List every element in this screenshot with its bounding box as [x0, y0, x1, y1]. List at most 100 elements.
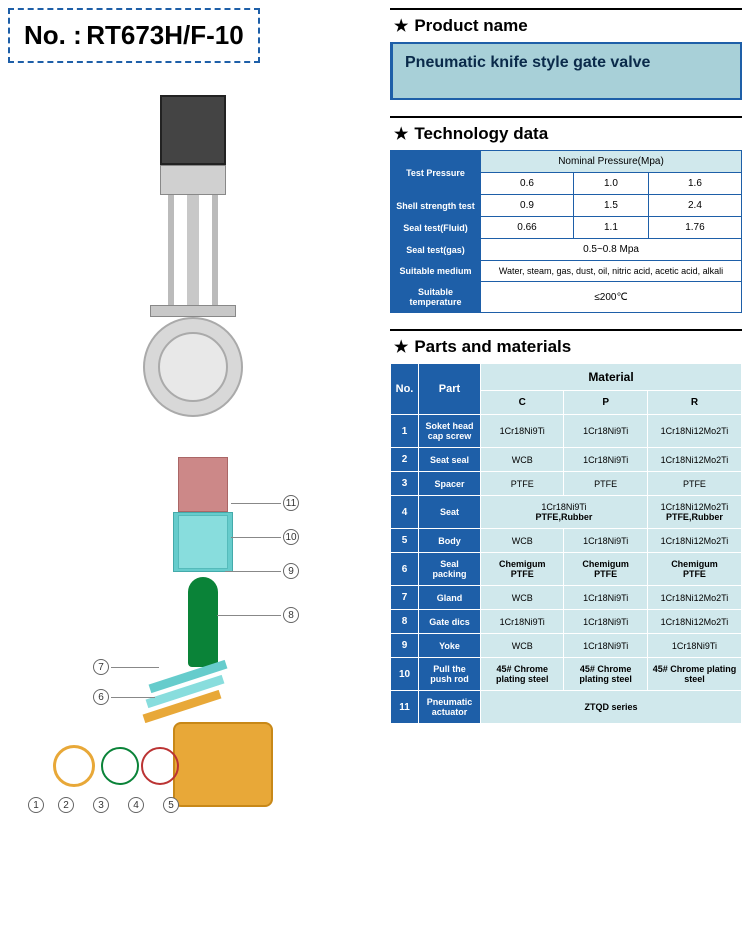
part-material: 1Cr18Ni12Mo2Ti	[647, 529, 741, 553]
part-material: 1Cr18Ni9Ti	[564, 448, 647, 472]
part-material: ChemigumPTFE	[481, 553, 564, 586]
tech-cell: 1.5	[574, 195, 649, 217]
part-material: 1Cr18Ni9Ti	[564, 415, 647, 448]
part-name: Seat seal	[419, 448, 481, 472]
part-no: 2	[391, 448, 419, 472]
part-material: 1Cr18Ni12Mo2Ti	[647, 610, 741, 634]
part-name: Yoke	[419, 634, 481, 658]
test-pressure-label: Test Pressure	[391, 151, 481, 195]
table-row: 7GlandWCB1Cr18Ni9Ti1Cr18Ni12Mo2Ti	[391, 586, 742, 610]
product-name-value: Pneumatic knife style gate valve	[390, 42, 742, 100]
part-material: WCB	[481, 529, 564, 553]
part-material: ChemigumPTFE	[564, 553, 647, 586]
tech-cell: 0.9	[481, 195, 574, 217]
table-row: 2Seat sealWCB1Cr18Ni9Ti1Cr18Ni12Mo2Ti	[391, 448, 742, 472]
parts-material-header: Material	[481, 364, 742, 391]
part-name: Gland	[419, 586, 481, 610]
part-name: Gate dics	[419, 610, 481, 634]
nominal-val: 0.6	[481, 173, 574, 195]
temp-val: ≤200℃	[481, 282, 742, 313]
mat-col-c: C	[481, 391, 564, 415]
table-row: 11Pneumatic actuatorZTQD series	[391, 691, 742, 724]
mat-col-r: R	[647, 391, 741, 415]
part-no: 8	[391, 610, 419, 634]
medium-label: Suitable medium	[391, 261, 481, 282]
seal-gas-val: 0.5~0.8 Mpa	[481, 239, 742, 261]
part-material: WCB	[481, 586, 564, 610]
part-name: Body	[419, 529, 481, 553]
no-value: RT673H/F-10	[86, 20, 244, 50]
callout-4: 4	[128, 797, 144, 813]
part-material: 1Cr18Ni12Mo2TiPTFE,Rubber	[647, 496, 741, 529]
part-no: 3	[391, 472, 419, 496]
callout-11: 11	[283, 495, 299, 511]
section-product-name: ★ Product name	[390, 8, 742, 42]
table-row: 5BodyWCB1Cr18Ni9Ti1Cr18Ni12Mo2Ti	[391, 529, 742, 553]
seal-gas-label: Seal test(gas)	[391, 239, 481, 261]
part-material: 1Cr18Ni9TiPTFE,Rubber	[481, 496, 648, 529]
technology-table: Test Pressure Nominal Pressure(Mpa) 0.6 …	[390, 150, 742, 313]
product-number-box: No. : RT673H/F-10	[8, 8, 260, 63]
mat-col-p: P	[564, 391, 647, 415]
parts-part-header: Part	[419, 364, 481, 415]
part-no: 10	[391, 658, 419, 691]
nominal-header: Nominal Pressure(Mpa)	[481, 151, 742, 173]
part-material: 45# Chrome plating steel	[481, 658, 564, 691]
part-material: WCB	[481, 634, 564, 658]
part-material: 1Cr18Ni12Mo2Ti	[647, 415, 741, 448]
star-icon: ★	[394, 124, 408, 144]
callout-8: 8	[283, 607, 299, 623]
part-name: Pull the push rod	[419, 658, 481, 691]
tech-cell: 2.4	[648, 195, 741, 217]
part-name: Pneumatic actuator	[419, 691, 481, 724]
temp-label: Suitable temperature	[391, 282, 481, 313]
nominal-val: 1.0	[574, 173, 649, 195]
product-name-heading: Product name	[414, 16, 527, 36]
part-name: Spacer	[419, 472, 481, 496]
seal-fluid-label: Seal test(Fluid)	[391, 217, 481, 239]
part-no: 6	[391, 553, 419, 586]
part-material: 45# Chrome plating steel	[647, 658, 741, 691]
callout-3: 3	[93, 797, 109, 813]
section-parts: ★ Parts and materials	[390, 329, 742, 363]
part-no: 11	[391, 691, 419, 724]
part-material: PTFE	[564, 472, 647, 496]
part-no: 5	[391, 529, 419, 553]
tech-cell: 1.1	[574, 217, 649, 239]
callout-2: 2	[58, 797, 74, 813]
part-material: ChemigumPTFE	[647, 553, 741, 586]
part-material: 1Cr18Ni9Ti	[564, 634, 647, 658]
table-row: 1Soket head cap screw1Cr18Ni9Ti1Cr18Ni9T…	[391, 415, 742, 448]
medium-val: Water, steam, gas, dust, oil, nitric aci…	[481, 261, 742, 282]
table-row: 10Pull the push rod45# Chrome plating st…	[391, 658, 742, 691]
star-icon: ★	[394, 16, 408, 36]
section-tech-data: ★ Technology data	[390, 116, 742, 150]
nominal-val: 1.6	[648, 173, 741, 195]
tech-data-heading: Technology data	[414, 124, 548, 144]
callout-6: 6	[93, 689, 109, 705]
part-material: 1Cr18Ni9Ti	[564, 610, 647, 634]
table-row: 9YokeWCB1Cr18Ni9Ti1Cr18Ni9Ti	[391, 634, 742, 658]
part-name: Seal packing	[419, 553, 481, 586]
part-material: 1Cr18Ni9Ti	[481, 415, 564, 448]
star-icon: ★	[394, 337, 408, 357]
tech-cell: 1.76	[648, 217, 741, 239]
tech-cell: 0.66	[481, 217, 574, 239]
shell-test-label: Shell strength test	[391, 195, 481, 217]
callout-5: 5	[163, 797, 179, 813]
part-material: 1Cr18Ni12Mo2Ti	[647, 448, 741, 472]
part-no: 9	[391, 634, 419, 658]
part-material: 1Cr18Ni12Mo2Ti	[647, 586, 741, 610]
part-no: 1	[391, 415, 419, 448]
callout-9: 9	[283, 563, 299, 579]
product-photo	[73, 85, 313, 445]
part-material: 1Cr18Ni9Ti	[647, 634, 741, 658]
part-material: PTFE	[647, 472, 741, 496]
part-material: 45# Chrome plating steel	[564, 658, 647, 691]
part-material: PTFE	[481, 472, 564, 496]
part-material: ZTQD series	[481, 691, 742, 724]
part-name: Seat	[419, 496, 481, 529]
table-row: 8Gate dics1Cr18Ni9Ti1Cr18Ni9Ti1Cr18Ni12M…	[391, 610, 742, 634]
callout-10: 10	[283, 529, 299, 545]
part-name: Soket head cap screw	[419, 415, 481, 448]
